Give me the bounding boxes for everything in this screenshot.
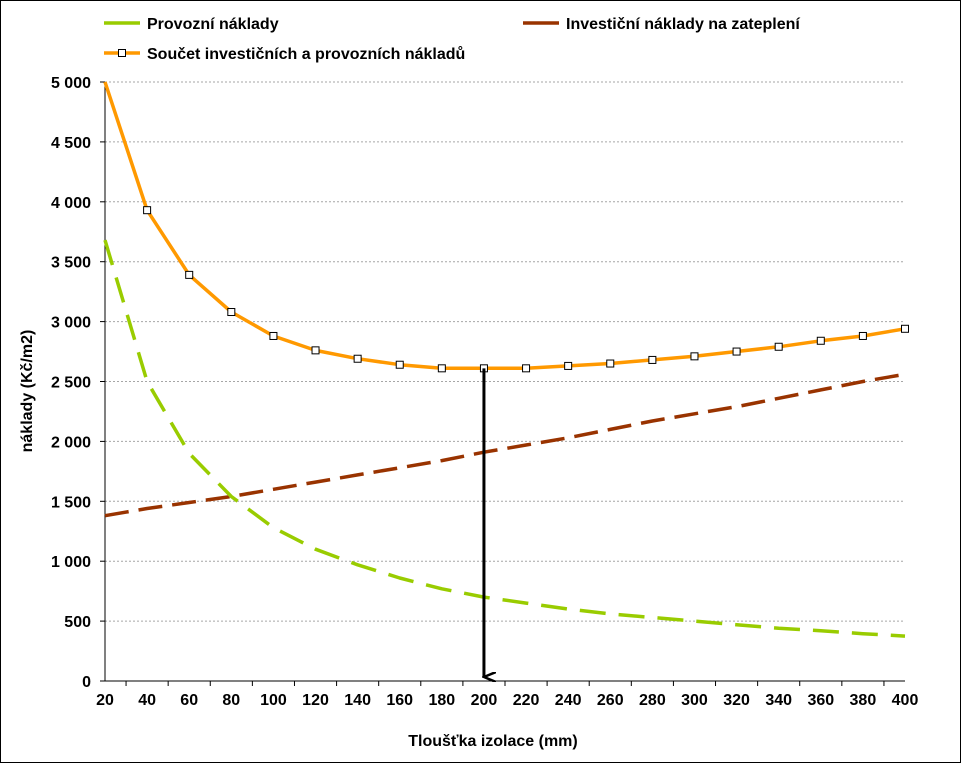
legend-label-provozni: Provozní náklady	[147, 16, 279, 33]
x-tick-label-160: 160	[386, 692, 413, 709]
y-tick-label-500: 500	[64, 614, 91, 631]
y-tick-label-3000: 3 000	[51, 315, 91, 332]
marker-soucet-180	[437, 364, 446, 373]
marker-soucet-360	[816, 336, 825, 345]
marker-soucet-160	[395, 360, 404, 369]
legend-label-soucet: Součet investičních a provozních nákladů	[147, 46, 465, 63]
x-tick-label-200: 200	[471, 692, 498, 709]
y-tick-label-3500: 3 500	[51, 255, 91, 272]
x-axis-title: Tloušťka izolace (mm)	[408, 733, 577, 750]
tick-labels: 0 500 1 000 1 500 2 000 2 500 3 000 3 500 4 000 4…	[51, 75, 918, 709]
series-layer	[103, 81, 909, 638]
marker-soucet-260	[606, 359, 615, 368]
marker-soucet-400	[901, 324, 909, 333]
x-tick-label-180: 180	[428, 692, 455, 709]
y-tick-label-4500: 4 500	[51, 135, 91, 152]
gridlines	[105, 81, 905, 622]
marker-soucet-120	[311, 346, 320, 355]
x-tick-label-300: 300	[681, 692, 708, 709]
marker-soucet-380	[858, 331, 867, 340]
x-tick-label-380: 380	[850, 692, 877, 709]
x-tick-label-60: 60	[180, 692, 198, 709]
x-tick-label-120: 120	[302, 692, 329, 709]
x-tick-label-320: 320	[723, 692, 750, 709]
y-tick-label-0: 0	[82, 674, 91, 691]
x-tick-label-20: 20	[96, 692, 114, 709]
marker-soucet-100	[269, 331, 278, 340]
y-tick-label-4000: 4 000	[51, 195, 91, 212]
x-tick-label-240: 240	[555, 692, 582, 709]
y-tick-label-5000: 5 000	[51, 75, 91, 92]
x-tick-label-40: 40	[138, 692, 156, 709]
y-tick-label-2500: 2 500	[51, 375, 91, 392]
marker-soucet-60	[185, 270, 194, 279]
marker-soucet-320	[732, 347, 741, 356]
x-tick-label-360: 360	[807, 692, 834, 709]
marker-soucet-340	[774, 342, 783, 351]
series-line-1	[104, 372, 906, 518]
x-tick-label-400: 400	[892, 692, 919, 709]
legend-marker-soucet	[118, 49, 126, 57]
series-line-2	[103, 81, 906, 371]
x-tick-label-340: 340	[765, 692, 792, 709]
marker-soucet-80	[227, 308, 236, 317]
x-tick-label-80: 80	[222, 692, 240, 709]
y-tick-label-2000: 2 000	[51, 434, 91, 451]
series-line-0	[103, 239, 906, 638]
legend-label-investicni: Investiční náklady na zateplení	[566, 16, 800, 33]
y-tick-label-1000: 1 000	[51, 554, 91, 571]
legend: Provozní náklady Investiční náklady na z…	[104, 16, 800, 63]
x-tick-label-140: 140	[344, 692, 371, 709]
marker-soucet-240	[564, 361, 573, 370]
y-tick-label-1500: 1 500	[51, 494, 91, 511]
x-tick-label-260: 260	[597, 692, 624, 709]
marker-soucet-140	[353, 354, 362, 363]
x-tick-label-220: 220	[513, 692, 540, 709]
marker-soucet-300	[690, 352, 699, 361]
marker-soucet-40	[143, 206, 152, 215]
axes	[100, 81, 905, 686]
marker-soucet-280	[648, 355, 657, 364]
x-tick-label-100: 100	[260, 692, 287, 709]
x-tick-label-280: 280	[639, 692, 666, 709]
marker-soucet-220	[522, 364, 531, 373]
y-axis-title: náklady (Kč/m2)	[19, 330, 36, 453]
